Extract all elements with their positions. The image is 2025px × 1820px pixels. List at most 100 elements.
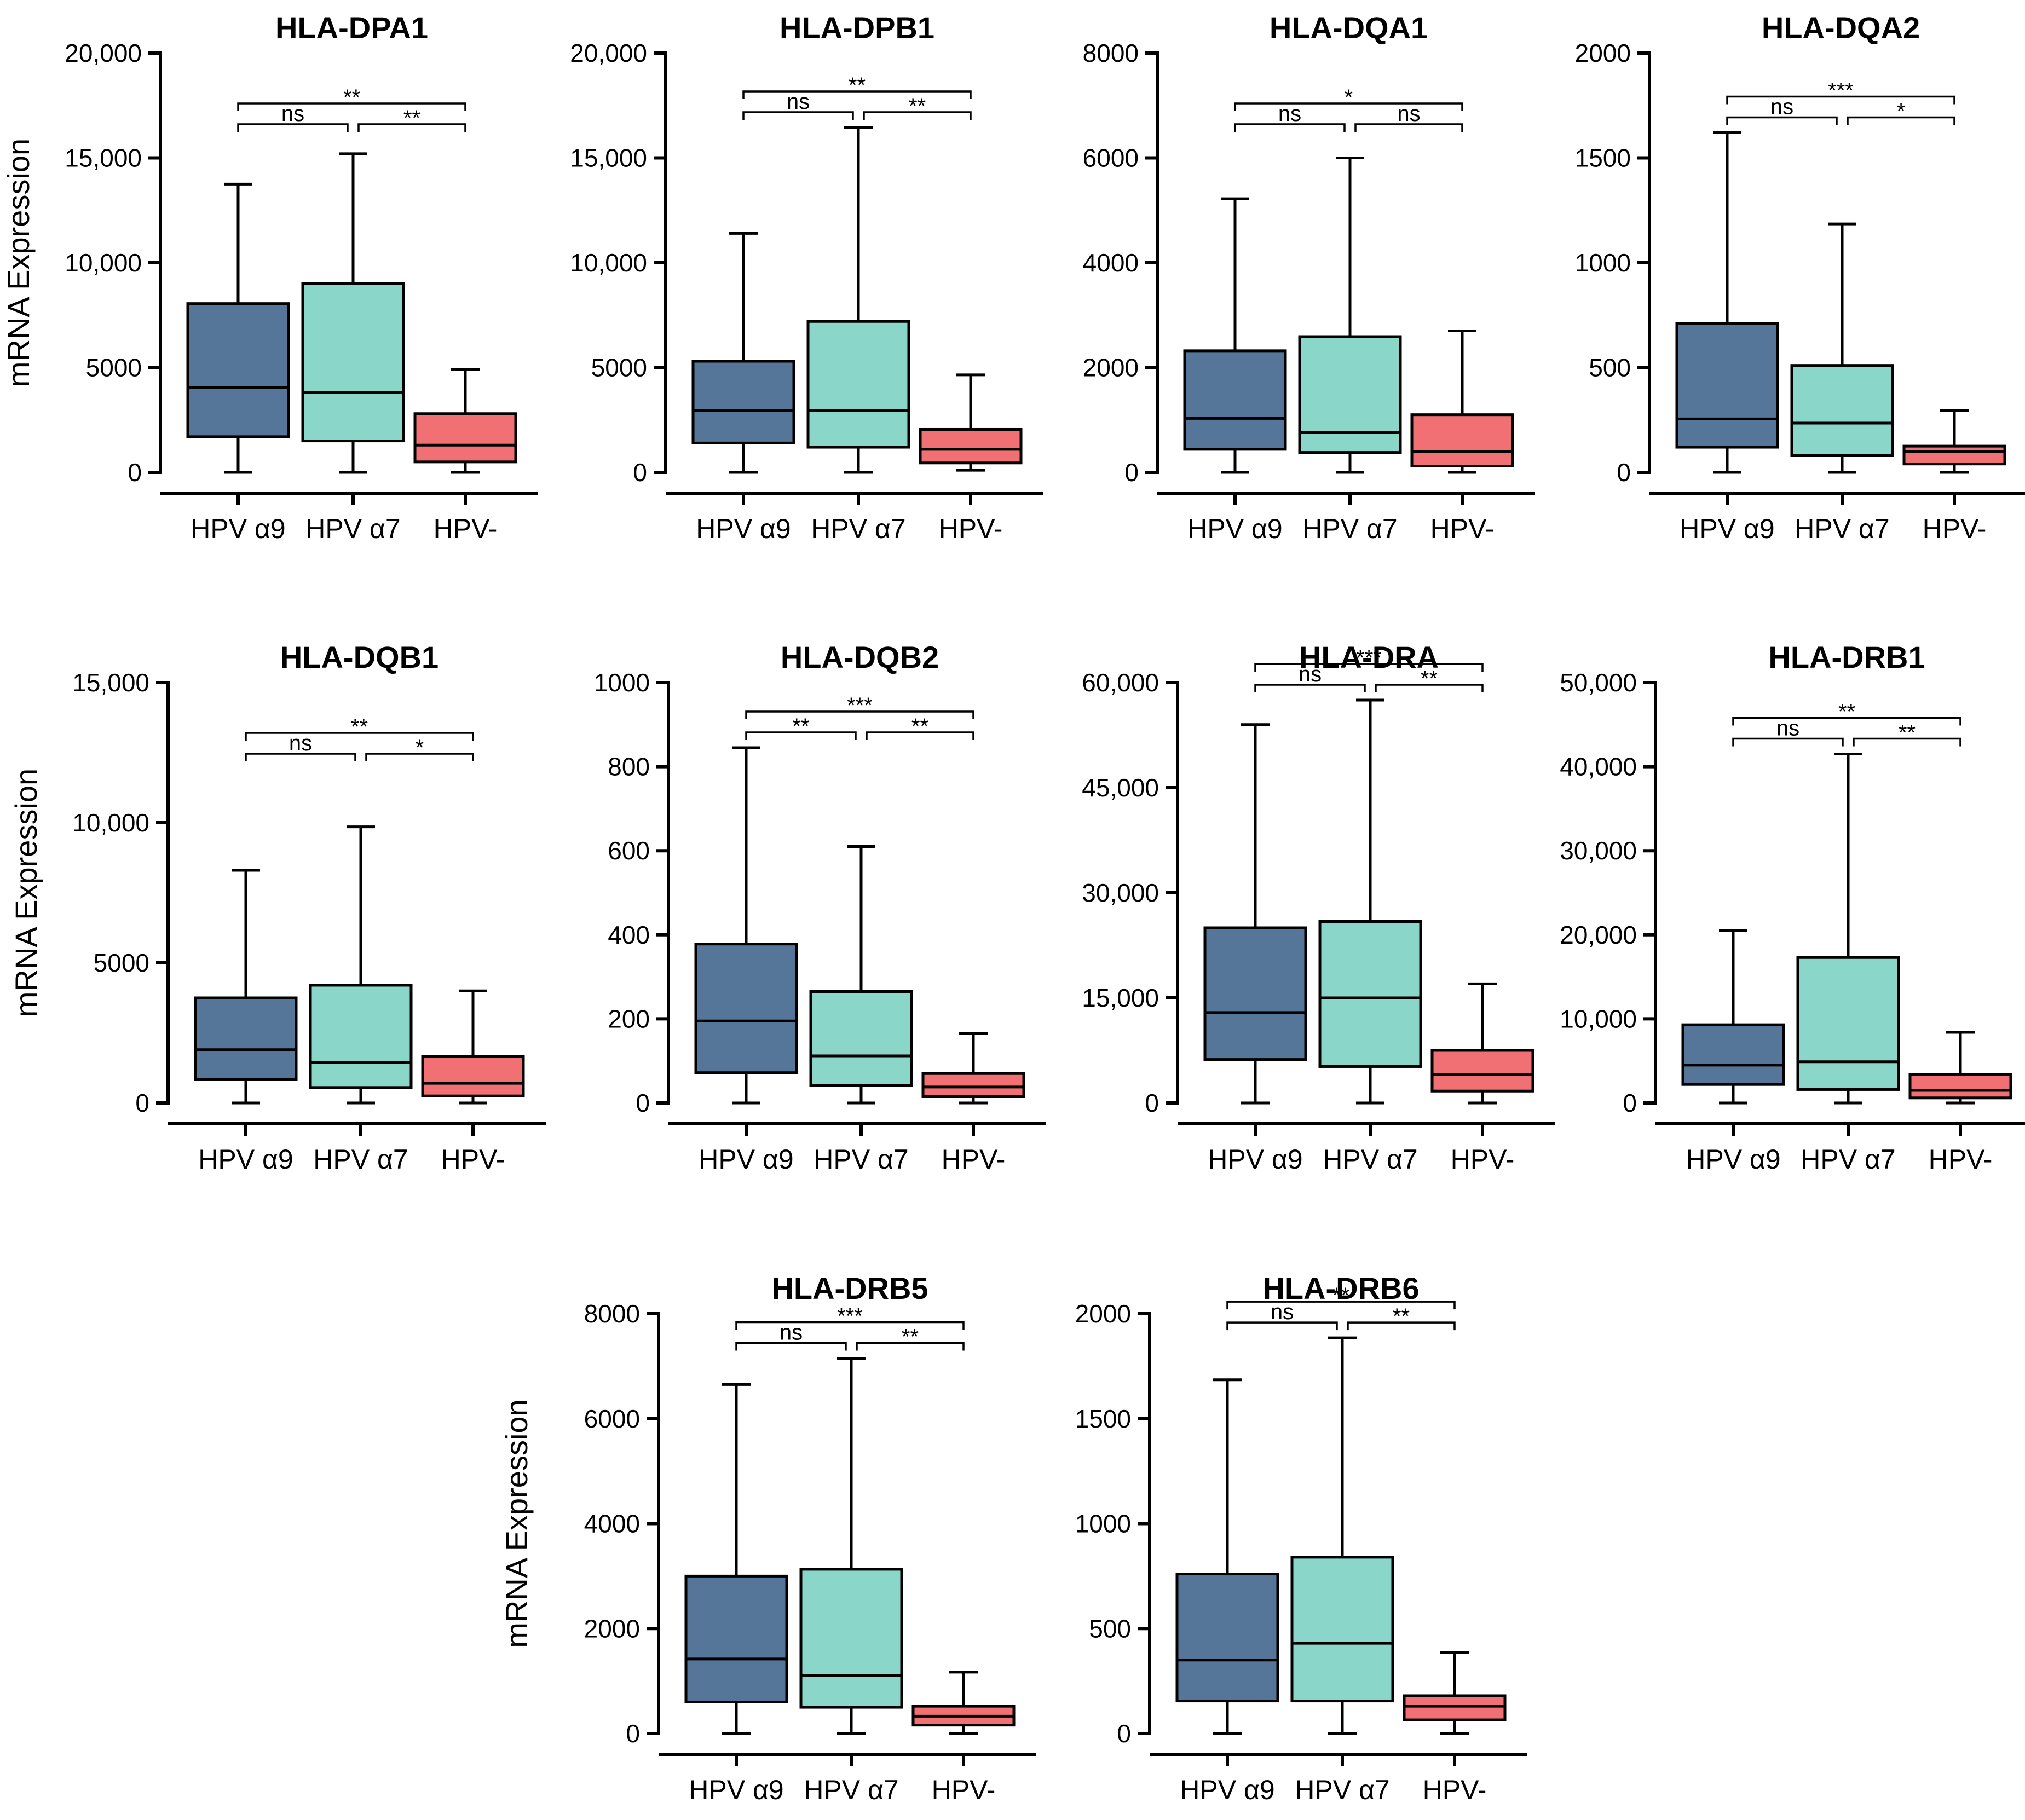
significance-bracket xyxy=(745,710,974,720)
significance-bracket xyxy=(866,731,974,741)
y-tick-label: 800 xyxy=(608,753,650,781)
box-iqr xyxy=(1790,364,1894,457)
y-tick-label: 1500 xyxy=(1075,1405,1131,1433)
significance-bracket xyxy=(1853,737,1961,747)
y-tick-label: 10,000 xyxy=(1560,1004,1637,1033)
x-tick-label: HPV α7 xyxy=(1295,1775,1389,1805)
chart-title: HLA-DRA xyxy=(1299,640,1439,674)
box-1 xyxy=(684,1383,788,1735)
box-1 xyxy=(1675,131,1779,474)
y-tick-label: 10,000 xyxy=(570,249,647,277)
significance-bracket xyxy=(745,731,857,741)
bracket-line xyxy=(1354,123,1463,132)
bracket-line xyxy=(1347,1321,1456,1331)
significance-label: ns xyxy=(1271,1300,1294,1324)
significance-bracket xyxy=(1254,663,1484,672)
x-tick-label: HPV- xyxy=(1451,1144,1515,1175)
significance-label: *** xyxy=(1828,79,1854,103)
significance-label: ** xyxy=(1421,667,1438,691)
box-iqr xyxy=(1796,956,1900,1091)
box-3 xyxy=(1902,409,2006,474)
y-tick-label: 0 xyxy=(633,458,647,487)
chart-title: HLA-DQA1 xyxy=(1270,10,1428,45)
significance-bracket xyxy=(237,102,466,111)
box-iqr xyxy=(1410,413,1514,468)
x-tick-label: HPV α7 xyxy=(1302,513,1397,544)
y-tick-label: 0 xyxy=(626,1719,640,1748)
bracket-line xyxy=(1234,102,1463,111)
significance-label: ns xyxy=(289,731,312,755)
chart-panel: HLA-DRA 0 15,000 30,000 45,000 60,000 HPV α9 HP… xyxy=(1082,640,1555,1175)
box-1 xyxy=(1183,197,1287,474)
box-iqr xyxy=(1430,1049,1534,1093)
chart-title: HLA-DPA1 xyxy=(275,10,428,45)
box-iqr xyxy=(1902,444,2006,466)
significance-label: ** xyxy=(849,73,866,97)
x-tick-label: HPV α9 xyxy=(1686,1144,1780,1175)
chart-title: HLA-DQA2 xyxy=(1762,10,1920,45)
chart-panel: HLA-DRB6 0 500 1000 1500 2000 HPV α9 HPV α7 HPV-… xyxy=(1075,1271,1527,1805)
box-3 xyxy=(1410,329,1514,474)
significance-bracket xyxy=(245,732,474,741)
y-tick-label: 0 xyxy=(1117,1719,1131,1748)
bracket-line xyxy=(1226,1301,1456,1310)
significance-label: * xyxy=(1345,85,1353,109)
y-tick-label: 1000 xyxy=(594,668,650,697)
bracket-line xyxy=(1234,123,1346,132)
x-tick-label: HPV α7 xyxy=(1323,1144,1417,1175)
significance-bracket xyxy=(856,1342,965,1351)
chart-panel: HLA-DPA1 0 5000 10,000 15,000 20,000 HPV α9 HPV… xyxy=(1,10,538,544)
y-tick-label: 400 xyxy=(608,921,650,949)
chart-title: HLA-DRB5 xyxy=(771,1271,928,1305)
chart-panel: HLA-DRB5 0 2000 4000 6000 8000 HPV α9 HPV α7 HPV… xyxy=(499,1271,1036,1805)
x-tick-label: HPV α9 xyxy=(699,1144,793,1175)
significance-label: *** xyxy=(847,694,873,718)
y-tick-label: 40,000 xyxy=(1560,753,1637,781)
y-tick-label: 4000 xyxy=(584,1510,640,1538)
box-1 xyxy=(694,746,798,1105)
box-3 xyxy=(911,1671,1016,1735)
box-iqr xyxy=(1318,920,1422,1068)
box-2 xyxy=(809,845,913,1105)
x-tick-label: HPV- xyxy=(1423,1775,1487,1805)
x-tick-label: HPV α9 xyxy=(689,1775,783,1805)
bracket-line xyxy=(1732,717,1961,726)
box-iqr xyxy=(806,320,910,449)
box-iqr xyxy=(919,427,1023,465)
y-tick-label: 8000 xyxy=(1083,39,1139,67)
significance-bracket xyxy=(735,1321,965,1330)
significance-bracket xyxy=(1726,95,1955,105)
bracket-line xyxy=(866,731,974,741)
y-tick-label: 30,000 xyxy=(1560,836,1637,865)
x-tick-label: HPV α7 xyxy=(313,1144,408,1175)
y-tick-label: 1000 xyxy=(1575,249,1631,277)
significance-label: ** xyxy=(1838,700,1855,724)
box-iqr xyxy=(309,984,413,1089)
y-tick-label: 20,000 xyxy=(65,39,142,67)
box-iqr xyxy=(694,943,798,1074)
y-tick-label: 15,000 xyxy=(72,668,149,697)
y-tick-label: 60,000 xyxy=(1082,668,1159,697)
bracket-line xyxy=(742,111,854,120)
x-tick-label: HPV- xyxy=(434,513,498,544)
significance-bracket xyxy=(357,123,466,132)
significance-bracket xyxy=(237,123,349,132)
significance-label: ** xyxy=(792,714,809,738)
chart-title: HLA-DQB1 xyxy=(280,640,439,674)
significance-bracket xyxy=(245,753,356,761)
box-iqr xyxy=(1203,926,1307,1061)
significance-bracket xyxy=(1732,737,1844,747)
y-tick-label: 0 xyxy=(1617,458,1631,487)
bracket-line xyxy=(735,1321,965,1330)
y-tick-label: 8000 xyxy=(584,1299,640,1328)
box-iqr xyxy=(799,1568,903,1709)
y-tick-label: 45,000 xyxy=(1082,773,1159,802)
bracket-line xyxy=(1726,116,1838,125)
significance-bracket xyxy=(1354,123,1463,132)
box-3 xyxy=(421,989,525,1105)
bracket-line xyxy=(237,123,349,132)
significance-bracket xyxy=(1254,684,1366,692)
chart-title: HLA-DPB1 xyxy=(780,10,934,45)
